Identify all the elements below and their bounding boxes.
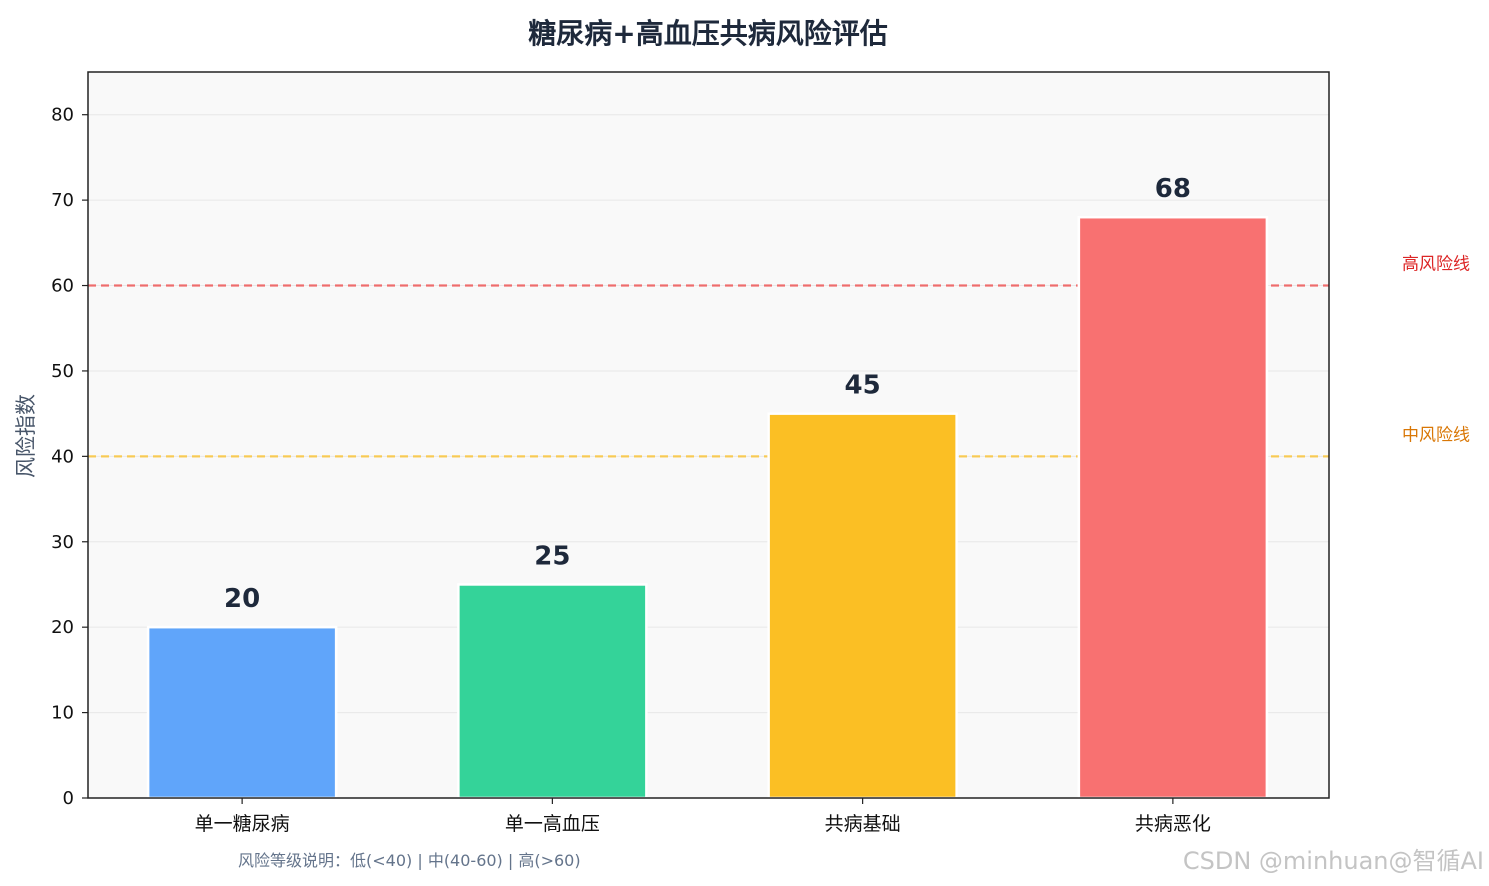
y-tick-label: 0 [63,788,74,809]
chart-title: 糖尿病+高血压共病风险评估 [528,17,887,50]
threshold-label: 中风险线 [1402,425,1470,445]
bar-value-label: 68 [1155,174,1191,204]
bar-value-label: 25 [534,541,570,571]
x-tick-label: 单一高血压 [505,813,600,835]
x-axis-ticks: 单一糖尿病 单一高血压 共病基础 共病恶化 [195,798,1211,835]
x-tick-label: 共病基础 [825,813,901,835]
x-tick-label: 单一糖尿病 [195,813,290,835]
y-tick-label: 80 [51,105,74,126]
x-tick-label: 共病恶化 [1135,813,1211,835]
y-axis-ticks: 0 10 20 30 40 50 60 70 80 [51,105,88,809]
plot-frame [87,71,1330,799]
risk-level-note: 风险等级说明：低(<40) | 中(40-60) | 高(>60) [238,851,581,870]
value-labels: 20 25 45 68 [224,174,1191,614]
y-axis-label: 风险指数 [14,394,38,478]
bar [457,583,648,800]
bar [767,412,958,800]
y-tick-label: 50 [51,361,74,382]
y-tick-label: 20 [51,617,74,638]
bar-value-label: 45 [845,371,881,401]
y-tick-label: 60 [51,276,74,297]
y-tick-label: 40 [51,446,74,467]
bar [146,625,338,800]
bar-value-label: 20 [224,584,260,614]
y-tick-label: 30 [51,532,74,553]
watermark: CSDN @minhuan@智循AI [1183,847,1484,875]
y-tick-label: 70 [51,190,74,211]
bar [1077,215,1269,800]
bars [146,215,1269,800]
y-tick-label: 10 [51,703,74,724]
threshold-label: 高风险线 [1402,255,1470,275]
